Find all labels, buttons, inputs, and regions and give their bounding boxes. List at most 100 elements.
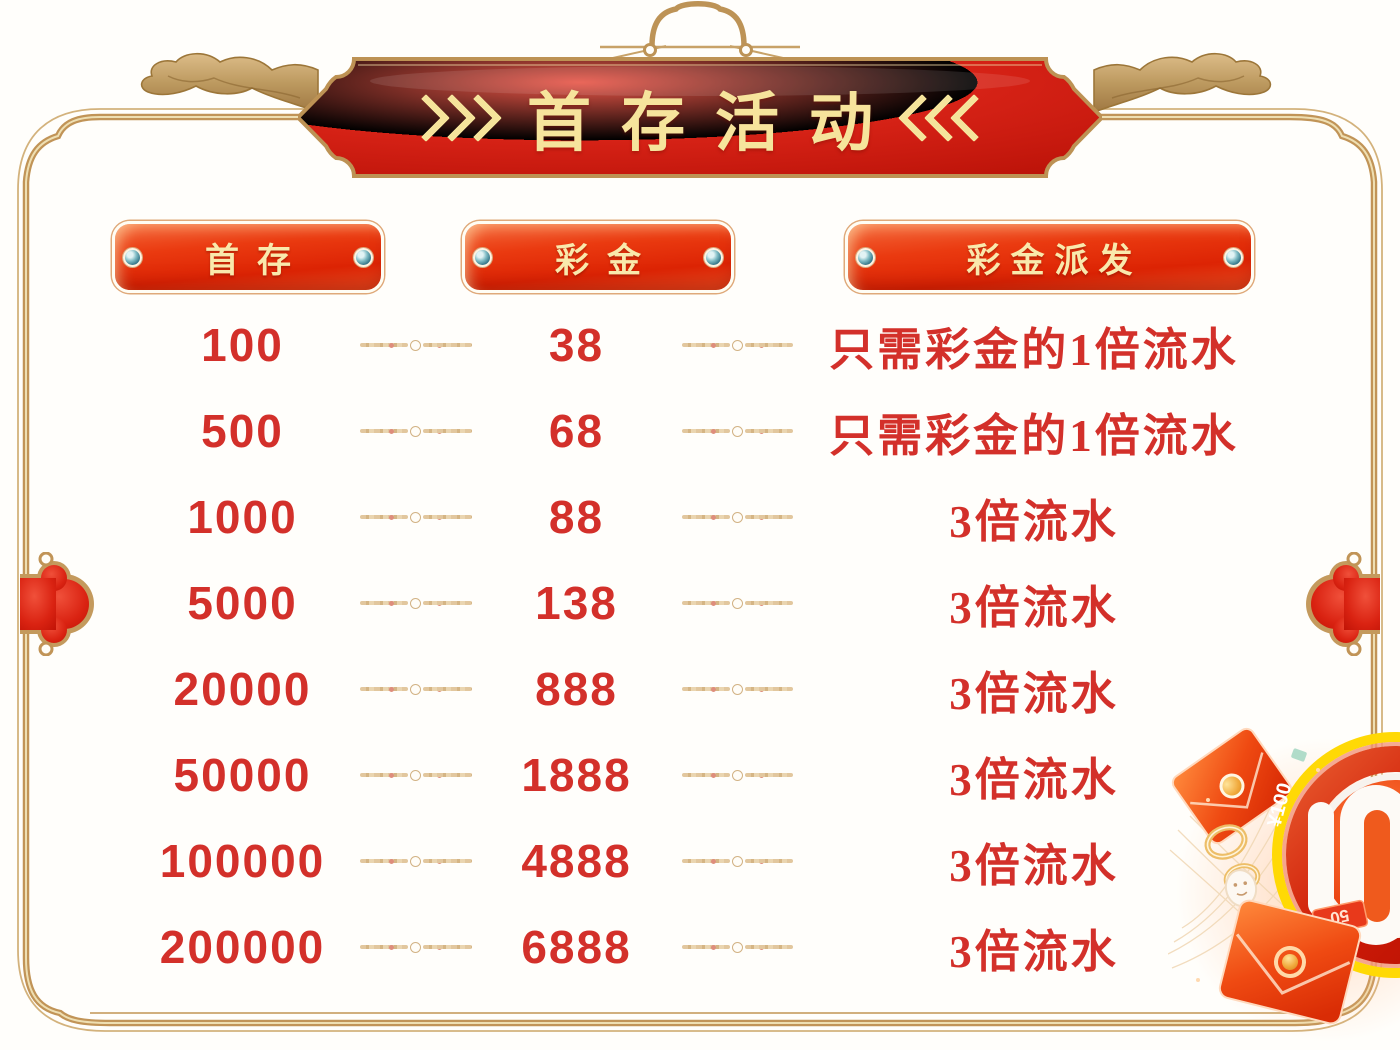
- bonus-value: 138: [535, 577, 618, 629]
- gold-line: [744, 945, 793, 949]
- gold-line: [360, 343, 409, 347]
- bead-ornament-icon: [731, 339, 743, 351]
- gold-line: [744, 343, 793, 347]
- connector-line: [681, 855, 793, 867]
- connector-line: [681, 339, 793, 351]
- connector-line: [360, 941, 472, 953]
- table-row: 50000 1888 3倍流水: [135, 732, 1265, 818]
- bonus-value: 38: [548, 319, 605, 371]
- payout-text: 3倍流水: [949, 840, 1119, 891]
- bead-ornament-icon: [410, 683, 422, 695]
- deposit-value: 20000: [173, 663, 312, 715]
- gold-line: [423, 429, 472, 433]
- table-row: 1000 88 3倍流水: [135, 474, 1265, 560]
- bead-ornament-icon: [410, 941, 422, 953]
- gem-pin-icon: [354, 248, 373, 267]
- title-banner: 首存活动: [298, 55, 1102, 180]
- cloud-ornament-left-icon: [20, 552, 100, 656]
- gold-line: [423, 515, 472, 519]
- gold-line: [360, 601, 409, 605]
- payout-text: 只需彩金的1倍流水: [829, 410, 1239, 461]
- connector-line: [360, 339, 472, 351]
- connector-line: [360, 769, 472, 781]
- connector-line: [681, 941, 793, 953]
- payout-text: 3倍流水: [949, 582, 1119, 633]
- gold-line: [423, 687, 472, 691]
- gold-line: [744, 859, 793, 863]
- bead-ornament-icon: [410, 425, 422, 437]
- bead-ornament-icon: [410, 339, 422, 351]
- gold-line: [360, 859, 409, 863]
- prize-medallion-decoration: ¥100 50: [1168, 727, 1400, 1042]
- flame-decoration-left-icon: [140, 52, 319, 114]
- table-row: 500 68 只需彩金的1倍流水: [135, 388, 1265, 474]
- gold-line: [744, 687, 793, 691]
- payout-text: 3倍流水: [949, 754, 1119, 805]
- column-header-payout: 彩金派发: [845, 221, 1254, 293]
- deposit-value: 500: [201, 405, 284, 457]
- banner-plaque-background: [298, 57, 1102, 178]
- bead-ornament-icon: [410, 855, 422, 867]
- connector-line: [360, 425, 472, 437]
- gold-line: [744, 773, 793, 777]
- bonus-value: 88: [548, 491, 605, 543]
- payout-text: 3倍流水: [949, 668, 1119, 719]
- column-header-label: 彩金: [555, 242, 659, 280]
- payout-text: 3倍流水: [949, 926, 1119, 977]
- connector-line: [681, 597, 793, 609]
- deposit-bonus-table: 100 38 只需彩金的1倍流水 500 68: [135, 302, 1265, 990]
- gold-line: [360, 515, 409, 519]
- medallion-rings: ¥100 50: [1264, 732, 1400, 978]
- gold-line: [681, 687, 730, 691]
- gem-pin-icon: [1224, 248, 1243, 267]
- cloud-ornament-right-icon: [1300, 552, 1380, 656]
- gem-pin-icon: [856, 248, 875, 267]
- gold-line: [744, 515, 793, 519]
- table-row: 20000 888 3倍流水: [135, 646, 1265, 732]
- gem-pin-icon: [704, 248, 723, 267]
- bonus-value: 68: [548, 405, 605, 457]
- column-header-bonus: 彩金: [462, 221, 734, 293]
- deposit-value: 200000: [159, 921, 326, 973]
- chevrons-right-icon: [401, 93, 503, 142]
- bead-ornament-icon: [731, 769, 743, 781]
- bead-ornament-icon: [731, 855, 743, 867]
- chevrons-left-icon: [897, 93, 999, 142]
- connector-line: [360, 597, 472, 609]
- deposit-value: 100000: [159, 835, 326, 887]
- table-row: 5000 138 3倍流水: [135, 560, 1265, 646]
- deposit-value: 50000: [173, 749, 312, 801]
- connector-line: [681, 511, 793, 523]
- column-header-label: 首存: [205, 242, 309, 280]
- table-row: 100 38 只需彩金的1倍流水: [135, 302, 1265, 388]
- bead-ornament-icon: [410, 597, 422, 609]
- deposit-value: 100: [201, 319, 284, 371]
- payout-text: 3倍流水: [949, 496, 1119, 547]
- gold-line: [360, 429, 409, 433]
- gold-line: [744, 429, 793, 433]
- gold-line: [423, 859, 472, 863]
- bead-ornament-icon: [731, 941, 743, 953]
- gold-line: [681, 515, 730, 519]
- deposit-value: 1000: [187, 491, 298, 543]
- connector-line: [681, 683, 793, 695]
- flame-decoration-right-icon: [1093, 52, 1272, 113]
- table-row: 200000 6888 3倍流水: [135, 904, 1265, 990]
- page-title: 首存活动: [527, 87, 903, 159]
- gold-line: [360, 773, 409, 777]
- gold-line: [360, 687, 409, 691]
- gold-line: [360, 945, 409, 949]
- gold-line: [423, 945, 472, 949]
- bead-ornament-icon: [731, 597, 743, 609]
- red-envelope-icon: [1171, 727, 1293, 845]
- connector-line: [360, 511, 472, 523]
- wallet-bar: [1308, 802, 1334, 917]
- payout-text: 只需彩金的1倍流水: [829, 324, 1239, 375]
- gold-line: [744, 601, 793, 605]
- gold-line: [423, 601, 472, 605]
- connector-line: [360, 683, 472, 695]
- bead-ornament-icon: [410, 769, 422, 781]
- gem-pin-icon: [473, 248, 492, 267]
- red-envelope-icon: [1218, 899, 1362, 1025]
